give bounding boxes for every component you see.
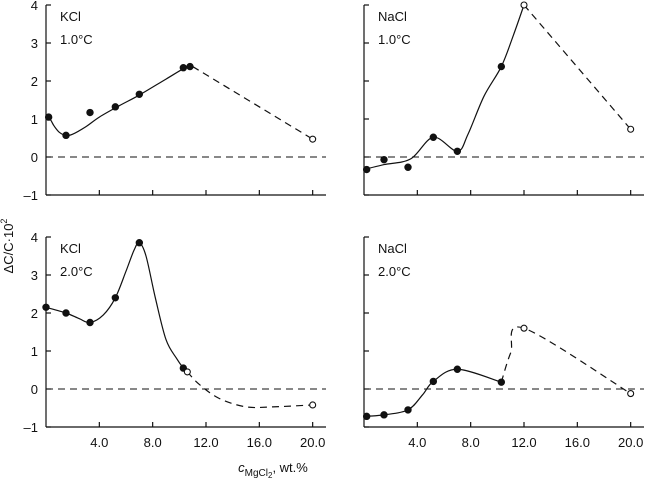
filled-data-point [429,133,438,141]
filled-data-point [429,377,438,386]
filled-data-point [380,155,388,164]
open-data-point [309,135,317,143]
filled-data-point [62,131,70,140]
panel-3: 4 3 2 1 0 –1 4.0 8.0 12.0 16.0 20.0 KCl 2.0°C [24,230,326,450]
filled-data-point [111,294,120,302]
filled-data-point [453,365,462,373]
filled-data-point [86,318,94,327]
dashed-curve [192,66,313,140]
filled-data-point [186,62,194,71]
filled-data-point [44,113,53,121]
y-tick-label: 4 [31,230,38,245]
panel-4: 4.0 8.0 12.0 16.0 20.0 NaCl 2.0°C [362,236,644,450]
filled-data-point [135,239,144,247]
solid-curve [45,65,193,137]
y-tick-label: 1 [31,344,38,359]
dashed-curve [523,4,632,130]
x-tick-label: 4.0 [90,435,108,450]
solid-curve [363,4,525,171]
panel-salt-label: KCl [60,241,81,256]
solid-curve [45,241,188,373]
y-tick-label: –1 [24,420,38,435]
x-axis-label-units: , wt.% [272,460,308,475]
panel-salt-label: KCl [60,9,81,24]
x-tick-label: 12.0 [193,435,218,450]
open-data-point [520,1,528,9]
dashed-curve [500,326,631,395]
panel-temperature-label: 2.0°C [60,264,93,279]
filled-data-point [362,165,371,174]
y-tick-label: 2 [31,74,38,89]
x-tick-label: 8.0 [144,435,162,450]
filled-data-point [62,309,70,317]
x-axis-label-sub: MgCl [245,468,268,479]
filled-data-point [453,147,462,156]
open-data-point [627,125,635,133]
panels: 4 3 2 1 0 –1 KCl 1.0°C NaCl 1.0°C 4 3 2 1 0 –1 4.0 8.0 12.… [24,0,644,450]
filled-data-point [86,108,94,117]
panel-salt-label: NaCl [378,9,407,24]
x-tick-label: 20.0 [300,435,325,450]
y-axis-label: ΔC/C·102 [0,219,16,274]
x-axis-label-subsub: 2 [268,471,273,479]
filled-data-point [111,103,120,111]
panel-1: 4 3 2 1 0 –1 KCl 1.0°C [24,0,326,203]
y-tick-label: 3 [31,36,38,51]
filled-data-point [42,303,50,311]
solid-curve [363,368,502,417]
filled-data-point [404,406,412,414]
y-tick-label: 0 [31,150,38,165]
filled-data-point [497,378,506,386]
panel-temperature-label: 1.0°C [378,32,411,47]
x-tick-label: 12.0 [511,435,536,450]
filled-data-point [380,411,388,419]
panel-temperature-label: 1.0°C [60,32,93,47]
open-data-point [309,401,317,409]
x-tick-label: 20.0 [618,435,643,450]
panel-2: NaCl 1.0°C [362,1,644,196]
x-axis-label: cMgCl2, wt.% [238,460,308,479]
open-data-point [627,390,635,398]
y-axis-label-sup: 2 [0,219,9,224]
y-tick-label: 4 [31,0,38,13]
x-axis-label-var: c [238,460,245,475]
y-tick-label: 1 [31,112,38,127]
filled-data-point [404,163,412,171]
panel-temperature-label: 2.0°C [378,264,411,279]
filled-data-point [362,412,371,421]
x-tick-label: 8.0 [462,435,480,450]
open-data-point [520,324,528,332]
open-data-point [183,368,191,376]
filled-data-point [179,64,188,72]
y-tick-label: 0 [31,382,38,397]
x-tick-label: 16.0 [565,435,590,450]
x-tick-label: 16.0 [247,435,272,450]
y-axis-label-main: ΔC/C·10 [1,224,16,274]
panel-salt-label: NaCl [378,241,407,256]
y-tick-label: –1 [24,188,38,203]
x-tick-label: 4.0 [408,435,426,450]
y-tick-label: 3 [31,268,38,283]
filled-data-point [135,90,144,99]
y-tick-label: 2 [31,306,38,321]
filled-data-point [497,62,506,71]
dashed-curve [186,371,313,409]
